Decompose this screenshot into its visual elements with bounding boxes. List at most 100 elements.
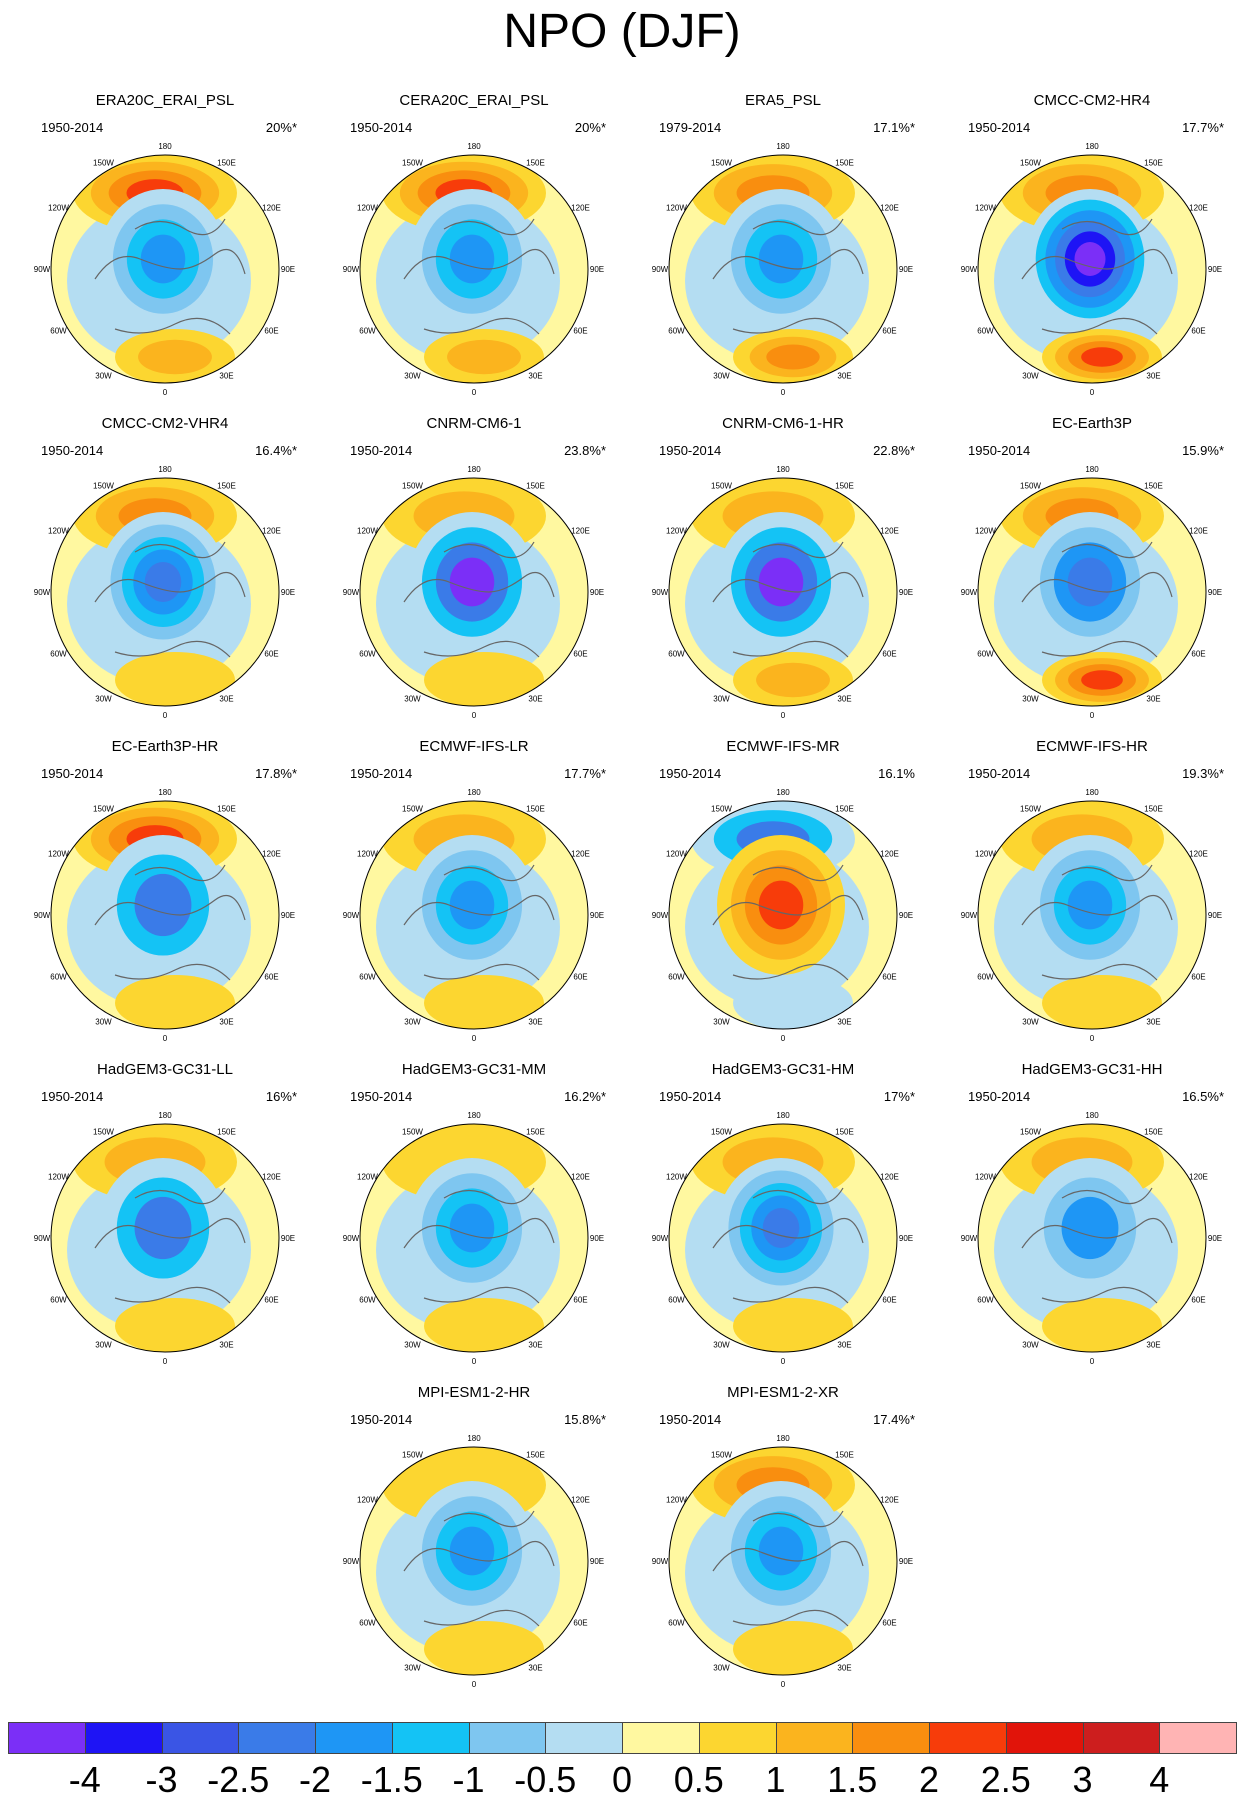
longitude-label: 90W bbox=[961, 1234, 978, 1243]
map-panel: ERA20C_ERAI_PSL 1950-2014 20%* 180 150E 120E 9… bbox=[25, 92, 305, 410]
longitude-label: 90W bbox=[343, 265, 360, 274]
panel-explained-variance: 17%* bbox=[883, 1089, 915, 1104]
longitude-label: 150E bbox=[217, 804, 236, 813]
map-panel: MPI-ESM1-2-HR 1950-2014 15.8%* 180 150E 120E 9… bbox=[334, 1384, 614, 1702]
arctic-anomaly bbox=[1074, 242, 1106, 276]
panel-title: HadGEM3-GC31-LL bbox=[97, 1061, 233, 1078]
polar-stereographic-map: 180 150E 120E 90E 60E 30E 0 30W 60W 90W 120W 150W bbox=[961, 1111, 1222, 1366]
longitude-label: 30W bbox=[95, 372, 112, 381]
panel-explained-variance: 17.8%* bbox=[255, 766, 297, 781]
longitude-label: 180 bbox=[467, 788, 481, 797]
longitude-label: 60W bbox=[977, 327, 994, 336]
atlantic-anomaly bbox=[447, 339, 521, 375]
panel-title: ERA5_PSL bbox=[745, 92, 821, 109]
polar-stereographic-map: 180 150E 120E 90E 60E 30E 0 30W 60W 90W 120W 150W bbox=[343, 142, 604, 397]
longitude-label: 90E bbox=[281, 911, 295, 920]
map-boundary bbox=[50, 800, 280, 1030]
longitude-label: 180 bbox=[158, 1111, 172, 1120]
map-panel: ECMWF-IFS-LR 1950-2014 17.7%* 180 150E 120E 90… bbox=[334, 738, 614, 1056]
longitude-label: 90W bbox=[961, 911, 978, 920]
arctic-anomaly bbox=[449, 880, 495, 930]
panel-period: 1950-2014 bbox=[41, 1089, 104, 1104]
colorbar-swatch bbox=[852, 1722, 930, 1754]
panel-title: HadGEM3-GC31-MM bbox=[401, 1061, 547, 1078]
map-panel: HadGEM3-GC31-LL 1950-2014 16%* 180 150E 120E 9… bbox=[25, 1061, 305, 1379]
map-boundary bbox=[359, 154, 589, 384]
panel-period: 1950-2014 bbox=[41, 766, 104, 781]
longitude-label: 180 bbox=[1085, 142, 1099, 151]
coastline bbox=[1021, 541, 1173, 658]
panel-title: CMCC-CM2-HR4 bbox=[1033, 92, 1151, 109]
longitude-label: 30E bbox=[219, 1018, 233, 1027]
arctic-anomaly bbox=[1067, 880, 1113, 930]
polar-stereographic-map: 180 150E 120E 90E 60E 30E 0 30W 60W 90W 120W 150W bbox=[652, 1434, 913, 1689]
panel-title: ERA20C_ERAI_PSL bbox=[95, 92, 235, 109]
colorbar-swatch bbox=[1159, 1722, 1237, 1754]
panel-title: MPI-ESM1-2-XR bbox=[727, 1384, 839, 1401]
map-boundary bbox=[50, 154, 280, 384]
longitude-label: 90W bbox=[34, 588, 51, 597]
longitude-label: 60W bbox=[977, 650, 994, 659]
coastline bbox=[94, 1187, 246, 1304]
longitude-label: 120E bbox=[1189, 1173, 1208, 1182]
longitude-label: 120E bbox=[571, 204, 590, 213]
longitude-label: 150W bbox=[711, 804, 732, 813]
panel-explained-variance: 23.8%* bbox=[564, 443, 606, 458]
colorbar-swatch bbox=[775, 1722, 854, 1754]
coastline bbox=[403, 1187, 555, 1304]
longitude-label: 60E bbox=[882, 1619, 896, 1628]
panel-explained-variance: 16.4%* bbox=[255, 443, 297, 458]
panel-period: 1950-2014 bbox=[350, 443, 413, 458]
panel-period: 1950-2014 bbox=[968, 120, 1031, 135]
longitude-label: 30W bbox=[404, 1664, 421, 1673]
longitude-label: 30E bbox=[1146, 1341, 1160, 1350]
longitude-label: 150W bbox=[711, 1450, 732, 1459]
longitude-label: 90W bbox=[343, 911, 360, 920]
longitude-label: 120E bbox=[880, 204, 899, 213]
polar-stereographic-map: 180 150E 120E 90E 60E 30E 0 30W 60W 90W 120W 150W bbox=[34, 788, 295, 1043]
colorbar-tick-label: 1 bbox=[765, 1759, 786, 1800]
atlantic-anomaly bbox=[733, 975, 853, 1029]
longitude-label: 120W bbox=[975, 1173, 996, 1182]
longitude-label: 90E bbox=[1208, 588, 1222, 597]
longitude-label: 60W bbox=[359, 650, 376, 659]
longitude-label: 150E bbox=[835, 804, 854, 813]
longitude-label: 120E bbox=[571, 1496, 590, 1505]
colorbar-tick-label: 3 bbox=[1072, 1759, 1093, 1800]
arctic-anomaly bbox=[758, 1526, 804, 1576]
colorbar-swatch bbox=[84, 1722, 163, 1754]
panel-title: ECMWF-IFS-LR bbox=[419, 738, 529, 755]
polar-stereographic-map: 180 150E 120E 90E 60E 30E 0 30W 60W 90W 120W 150W bbox=[652, 788, 913, 1043]
longitude-label: 30E bbox=[528, 695, 542, 704]
longitude-label: 0 bbox=[781, 1680, 786, 1689]
panel-title: ECMWF-IFS-MR bbox=[726, 738, 840, 755]
longitude-label: 180 bbox=[776, 1111, 790, 1120]
atlantic-anomaly bbox=[138, 339, 212, 375]
atlantic-anomaly bbox=[1081, 670, 1123, 690]
longitude-label: 120E bbox=[262, 204, 281, 213]
longitude-label: 30W bbox=[404, 1018, 421, 1027]
longitude-label: 150E bbox=[526, 804, 545, 813]
longitude-label: 120W bbox=[357, 204, 378, 213]
longitude-label: 30E bbox=[528, 1018, 542, 1027]
longitude-label: 0 bbox=[1090, 711, 1095, 720]
longitude-label: 30W bbox=[713, 1018, 730, 1027]
arctic-anomaly bbox=[762, 1208, 800, 1248]
longitude-label: 60E bbox=[264, 327, 278, 336]
longitude-label: 120W bbox=[975, 204, 996, 213]
polar-stereographic-map: 180 150E 120E 90E 60E 30E 0 30W 60W 90W 120W 150W bbox=[343, 788, 604, 1043]
longitude-label: 120E bbox=[571, 850, 590, 859]
coastline bbox=[712, 1187, 864, 1304]
panel-explained-variance: 19.3%* bbox=[1182, 766, 1224, 781]
map-boundary bbox=[50, 477, 280, 707]
longitude-label: 120W bbox=[666, 527, 687, 536]
longitude-label: 60E bbox=[264, 650, 278, 659]
polar-stereographic-map: 180 150E 120E 90E 60E 30E 0 30W 60W 90W 120W 150W bbox=[34, 465, 295, 720]
coastline bbox=[1021, 1187, 1173, 1304]
colorbar-tick-label: -0.5 bbox=[514, 1759, 577, 1800]
longitude-label: 0 bbox=[1090, 1034, 1095, 1043]
longitude-label: 90E bbox=[899, 588, 913, 597]
longitude-label: 150E bbox=[835, 1127, 854, 1136]
longitude-label: 120E bbox=[1189, 850, 1208, 859]
atlantic-anomaly bbox=[733, 1298, 853, 1352]
